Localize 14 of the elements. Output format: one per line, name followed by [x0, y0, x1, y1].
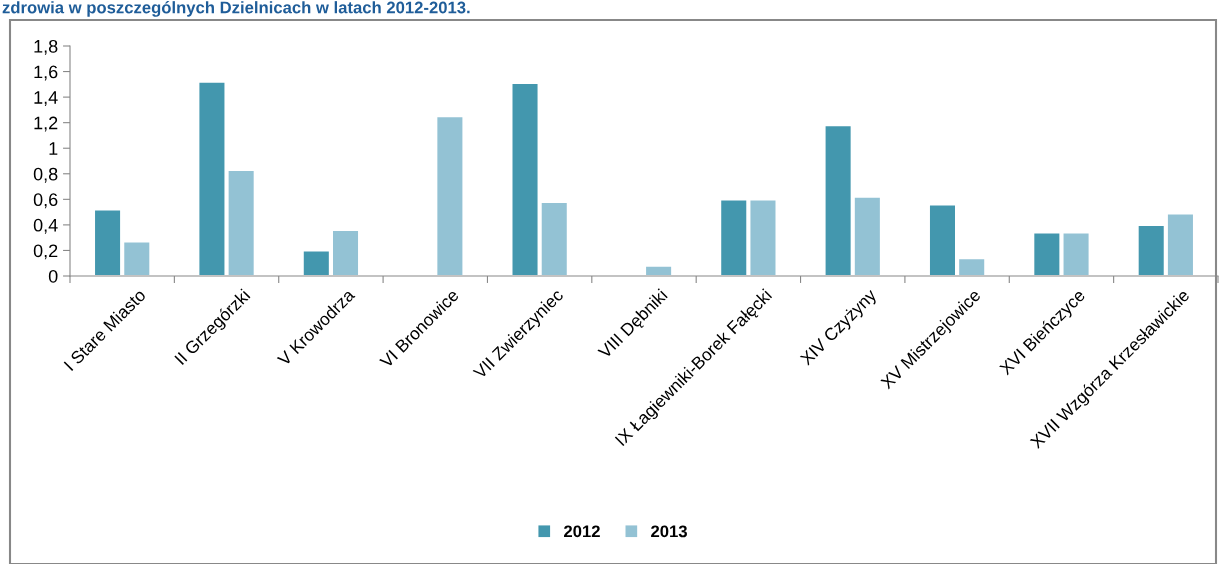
- y-tick-label: 1,8: [34, 39, 58, 55]
- y-tick-label: 0,4: [33, 218, 58, 234]
- y-tick-label: 0,2: [33, 244, 58, 260]
- legend-label: 2012: [564, 525, 600, 538]
- y-tick-label: 1: [49, 142, 58, 155]
- y-tick-label: 1,4: [34, 91, 58, 106]
- legend-label: 2013: [651, 525, 687, 538]
- chart-title: zdrowia w poszczególnych Dzielnicach w latach 2012-2013.: [2, 1, 470, 17]
- y-tick-label: 0: [48, 269, 58, 283]
- bar: [435, 115, 465, 276]
- y-tick-label: 0,6: [33, 193, 58, 209]
- y-tick-label: 1,6: [34, 65, 58, 81]
- y-tick-label: 1,2: [34, 116, 58, 132]
- y-tick-label: 0,8: [33, 167, 58, 183]
